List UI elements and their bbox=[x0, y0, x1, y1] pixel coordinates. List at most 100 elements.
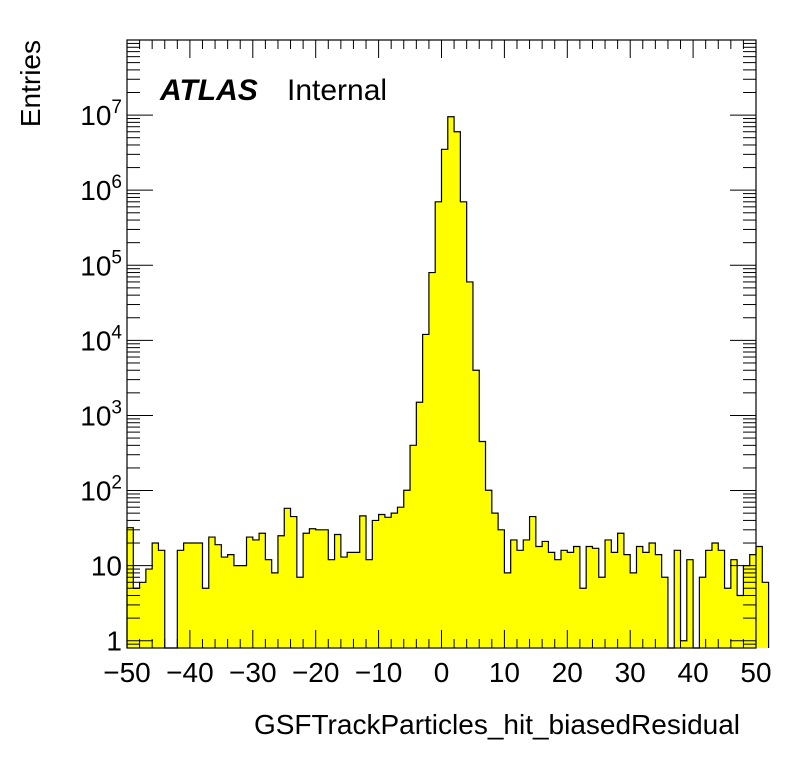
histogram-bin bbox=[479, 441, 486, 648]
histogram-bin bbox=[743, 565, 751, 648]
y-tick-label: 107 bbox=[80, 97, 122, 131]
histogram-bin bbox=[391, 513, 398, 648]
x-tick-label: 30 bbox=[615, 657, 646, 688]
histogram-bin bbox=[309, 528, 316, 648]
histogram-bin bbox=[328, 559, 335, 648]
histogram-bin bbox=[586, 546, 593, 648]
histogram-bin bbox=[447, 116, 455, 648]
histogram-bin bbox=[535, 546, 543, 648]
histogram-bin bbox=[730, 559, 738, 648]
histogram-bin bbox=[221, 557, 228, 648]
y-tick-label: 1 bbox=[106, 626, 122, 657]
histogram-bin bbox=[315, 529, 323, 648]
histogram-bin bbox=[561, 550, 568, 648]
histogram-bin bbox=[498, 529, 505, 648]
histogram-bin bbox=[378, 514, 386, 648]
histogram-bin bbox=[674, 550, 681, 648]
y-tick-label: 102 bbox=[80, 473, 122, 507]
histogram-bin bbox=[277, 535, 285, 648]
histogram-outline bbox=[126, 116, 770, 649]
histogram-bin bbox=[718, 550, 725, 648]
histogram-bin bbox=[598, 577, 606, 648]
histogram-bin bbox=[271, 572, 279, 648]
histogram-bin bbox=[321, 529, 329, 648]
y-tick-label: 103 bbox=[80, 397, 122, 431]
histogram-bin bbox=[756, 546, 763, 648]
histogram-bin bbox=[435, 201, 442, 649]
histogram-bin bbox=[189, 543, 197, 648]
y-tick-label: 106 bbox=[80, 172, 122, 206]
histogram-bin bbox=[233, 565, 241, 648]
x-tick-label: −40 bbox=[166, 657, 214, 688]
histogram-bin bbox=[649, 543, 656, 648]
y-tick-label: 105 bbox=[80, 247, 122, 281]
histogram-bin bbox=[334, 534, 342, 648]
histogram-bin bbox=[579, 588, 587, 648]
histogram-bins bbox=[127, 116, 769, 649]
histogram-bin bbox=[347, 552, 354, 648]
y-tick-label: 104 bbox=[80, 322, 122, 356]
histogram-bin bbox=[630, 572, 637, 648]
histogram-bin bbox=[397, 507, 405, 648]
x-tick-label: −10 bbox=[355, 657, 403, 688]
histogram-bin bbox=[737, 595, 744, 648]
histogram-bin bbox=[177, 550, 184, 648]
histogram-bin bbox=[145, 569, 153, 648]
y-axis-label: Entries bbox=[15, 40, 46, 127]
histogram-bin bbox=[661, 577, 669, 648]
histogram-bin bbox=[680, 640, 688, 648]
atlas-label: ATLAS bbox=[159, 74, 258, 107]
histogram-bin bbox=[529, 516, 537, 648]
histogram-bin bbox=[491, 513, 499, 648]
histogram-bin bbox=[416, 402, 423, 648]
y-axis-ticks: 1 10 102 103 104 105 106 107 bbox=[80, 39, 756, 657]
histogram-bin bbox=[485, 490, 493, 648]
histogram-bin bbox=[749, 554, 757, 648]
histogram-bin bbox=[403, 490, 411, 648]
x-tick-label: 20 bbox=[552, 657, 583, 688]
histogram-bin bbox=[466, 281, 474, 648]
histogram-bin bbox=[284, 508, 291, 648]
histogram-bin bbox=[567, 552, 574, 648]
histogram-bin bbox=[353, 552, 361, 648]
histogram-bin bbox=[542, 541, 549, 648]
histogram-bin bbox=[384, 517, 392, 648]
histogram-bin bbox=[686, 559, 694, 648]
histogram-bin bbox=[422, 334, 430, 648]
histogram-bin bbox=[573, 546, 581, 648]
histogram-bin bbox=[617, 533, 625, 648]
histogram-bin bbox=[592, 548, 600, 648]
histogram-bin bbox=[366, 559, 373, 648]
x-tick-label: 10 bbox=[489, 657, 520, 688]
histogram-bin bbox=[372, 520, 379, 648]
histogram-bin bbox=[208, 537, 216, 648]
x-axis-label: GSFTrackParticles_hit_biasedResidual bbox=[254, 709, 740, 740]
x-tick-label: −20 bbox=[292, 657, 340, 688]
y-tick-label: 10 bbox=[91, 551, 122, 582]
histogram-bin bbox=[410, 445, 417, 648]
x-tick-label: 0 bbox=[434, 657, 450, 688]
histogram-bin bbox=[516, 550, 524, 648]
histogram-bin bbox=[441, 149, 449, 648]
histogram-bin bbox=[548, 552, 556, 648]
x-tick-label: 50 bbox=[740, 657, 771, 688]
histogram-bin bbox=[605, 539, 612, 648]
histogram-bin bbox=[762, 582, 769, 648]
histogram-bin bbox=[290, 516, 298, 648]
histogram-bin bbox=[215, 544, 222, 648]
histogram-bin bbox=[359, 515, 367, 648]
status-label: Internal bbox=[287, 74, 387, 107]
histogram-bin bbox=[265, 559, 272, 648]
histogram-bin bbox=[303, 533, 310, 648]
histogram-bin bbox=[611, 552, 618, 648]
histogram-bin bbox=[259, 533, 266, 648]
histogram-bin bbox=[460, 201, 467, 649]
histogram-bin bbox=[655, 554, 662, 648]
x-axis-ticks: −50 −40 −30 −20 −10 0 10 20 30 40 50 bbox=[103, 40, 772, 688]
histogram-bin bbox=[705, 550, 713, 648]
x-tick-label: −50 bbox=[103, 657, 151, 688]
histogram-bin bbox=[252, 539, 260, 648]
histogram-bin bbox=[340, 557, 348, 648]
x-tick-label: 40 bbox=[678, 657, 709, 688]
histogram-bin bbox=[227, 554, 235, 648]
